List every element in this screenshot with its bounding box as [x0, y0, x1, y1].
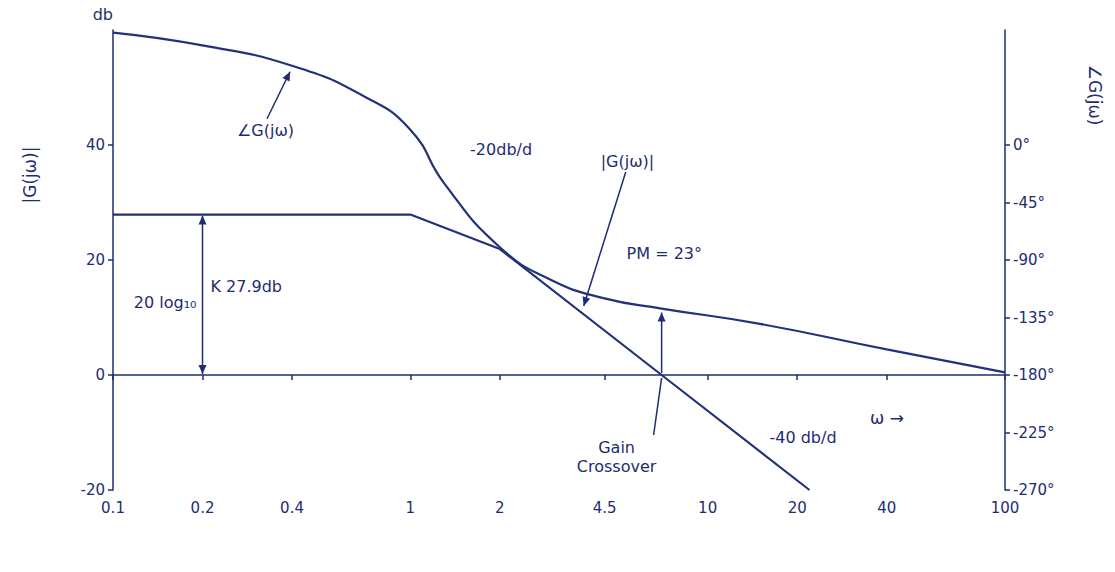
svg-text:20 log₁₀: 20 log₁₀: [134, 293, 197, 312]
svg-text:20: 20: [788, 499, 807, 517]
svg-text:0.2: 0.2: [191, 499, 215, 517]
svg-text:∠G(jω): ∠G(jω): [237, 121, 294, 140]
svg-text:0°: 0°: [1013, 136, 1030, 154]
svg-text:4.5: 4.5: [593, 499, 617, 517]
svg-text:1: 1: [406, 499, 416, 517]
svg-text:∠G(jω): ∠G(jω): [1085, 65, 1105, 126]
svg-text:10: 10: [698, 499, 717, 517]
svg-text:40: 40: [877, 499, 896, 517]
svg-text:-270°: -270°: [1013, 481, 1055, 499]
svg-text:Crossover: Crossover: [577, 457, 657, 476]
svg-text:0.4: 0.4: [280, 499, 304, 517]
svg-text:-20db/d: -20db/d: [470, 140, 532, 159]
svg-text:40: 40: [86, 136, 105, 154]
svg-text:K 27.9db: K 27.9db: [211, 277, 283, 296]
svg-text:20: 20: [86, 251, 105, 269]
svg-text:-20: -20: [81, 481, 106, 499]
svg-text:PM = 23°: PM = 23°: [627, 244, 702, 263]
svg-text:0: 0: [95, 366, 105, 384]
svg-text:ω →: ω →: [870, 408, 904, 428]
svg-text:100: 100: [991, 499, 1020, 517]
svg-text:0.1: 0.1: [101, 499, 125, 517]
svg-text:-135°: -135°: [1013, 309, 1055, 327]
svg-text:-90°: -90°: [1013, 251, 1045, 269]
svg-text:-180°: -180°: [1013, 366, 1055, 384]
svg-text:-45°: -45°: [1013, 194, 1045, 212]
svg-text:-225°: -225°: [1013, 424, 1055, 442]
svg-text:db: db: [93, 5, 113, 24]
svg-text:Gain: Gain: [598, 438, 635, 457]
svg-text:|G(jω)|: |G(jω)|: [601, 152, 655, 171]
svg-text:-40 db/d: -40 db/d: [769, 428, 836, 447]
svg-text:|G(jω)|: |G(jω)|: [20, 147, 40, 204]
svg-text:2: 2: [495, 499, 505, 517]
